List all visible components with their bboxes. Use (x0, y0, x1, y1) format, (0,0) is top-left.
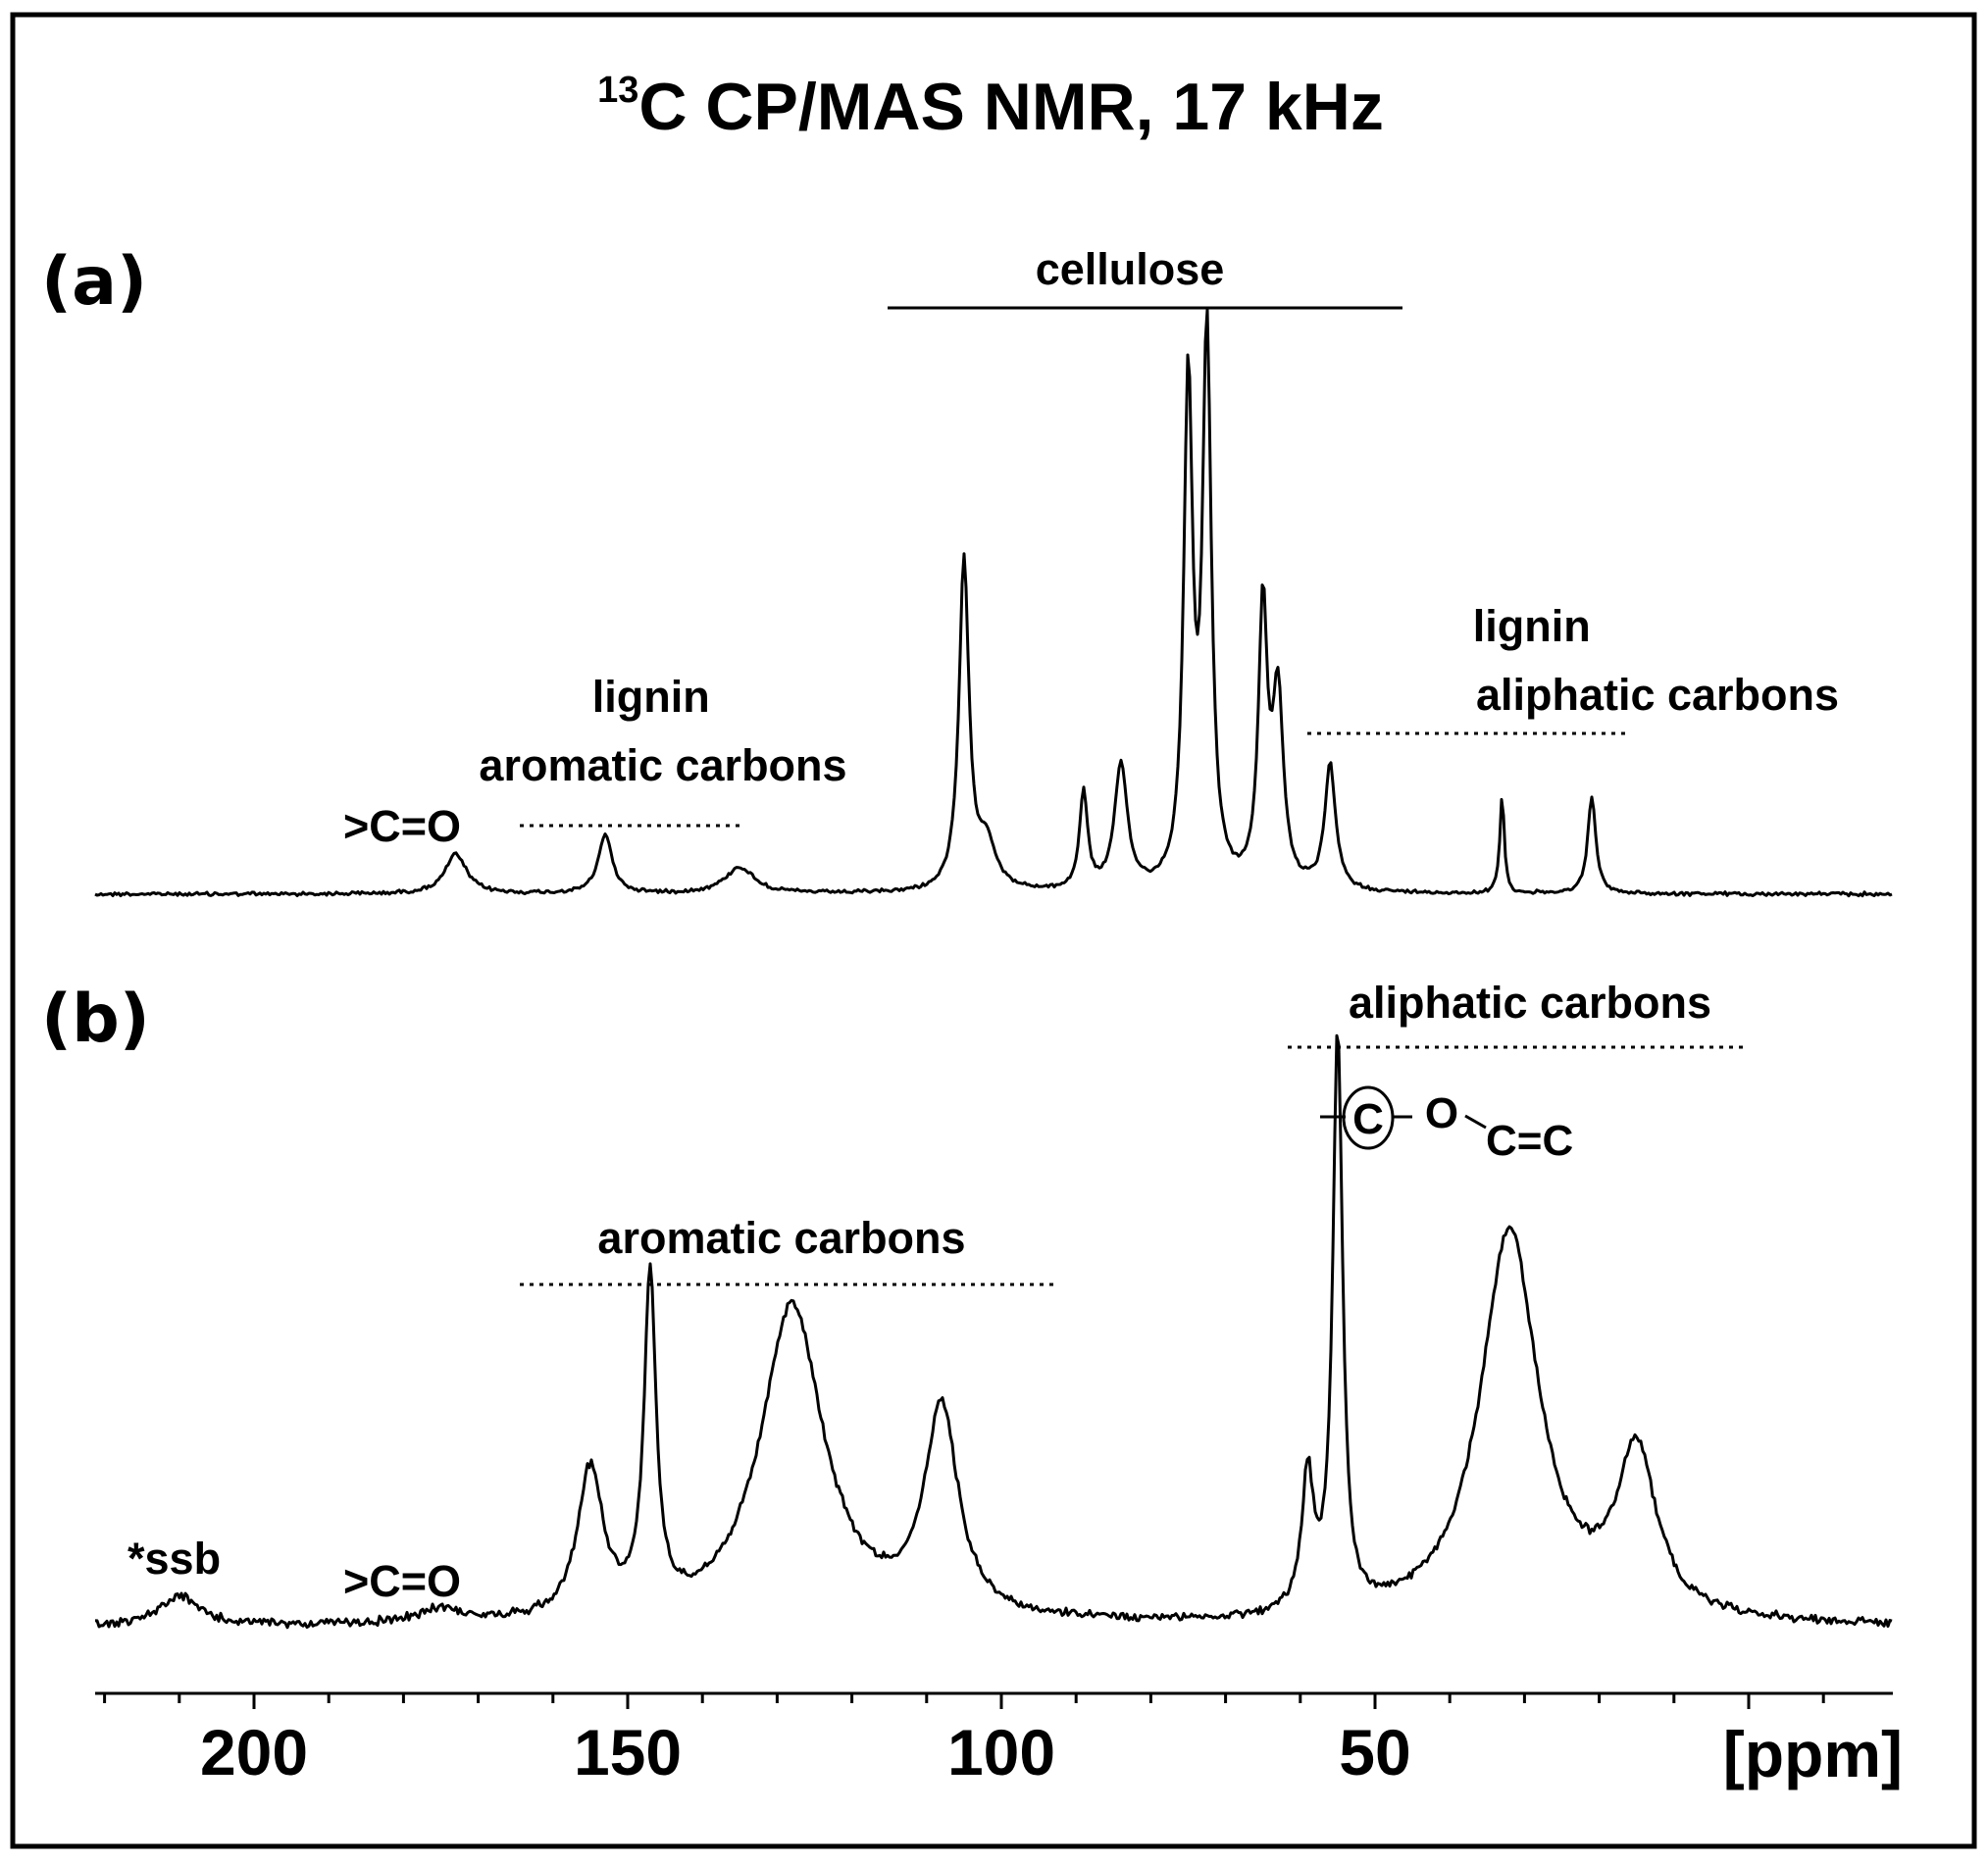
spectrum-b-trace (95, 1033, 1893, 1630)
x-axis-unit-label: [ppm] (1723, 1718, 1903, 1790)
annotation-lignin-aromatic-line1: lignin (592, 672, 710, 722)
bond-o-c (1464, 1114, 1487, 1130)
structure-alkene: C=C (1486, 1117, 1573, 1165)
x-axis: 200 150 100 50 (95, 1691, 1893, 1788)
annotation-carbonyl-b: >C=O (343, 1556, 461, 1606)
highlight-circle (1342, 1085, 1395, 1150)
panel-label-b: (b) (41, 981, 150, 1058)
annotation-lignin-aliphatic-line1: lignin (1473, 601, 1591, 651)
annotation-lignin-aromatic: lignin aromatic carbons (479, 672, 846, 790)
title-main: C CP/MAS NMR, 17 kHz (638, 70, 1383, 144)
figure-border (10, 12, 1977, 1849)
annotation-ssb: *ssb (127, 1534, 221, 1584)
chart-title: 13C CP/MAS NMR, 17 kHz (597, 70, 1384, 144)
panel-label-a: (a) (41, 243, 147, 321)
x-tick-label: 200 (200, 1716, 308, 1788)
annotation-lignin-aliphatic-line2: aliphatic carbons (1476, 670, 1839, 720)
x-tick-label: 150 (574, 1716, 682, 1788)
structure-carbon: C (1352, 1095, 1384, 1143)
title-superscript: 13 (597, 70, 638, 111)
annotation-cellulose: cellulose (1036, 244, 1225, 294)
annotation-carbonyl-a: >C=O (343, 801, 461, 851)
x-tick-label: 100 (947, 1716, 1055, 1788)
annotation-aliphatic-carbons: aliphatic carbons (1349, 978, 1711, 1028)
structure-oxygen: O (1425, 1089, 1458, 1137)
annotation-lignin-aromatic-line2: aromatic carbons (479, 740, 846, 790)
annotation-lignin-aliphatic: lignin aliphatic carbons (1473, 601, 1839, 720)
spectrum-a-trace (94, 308, 1893, 898)
x-tick-label: 50 (1339, 1716, 1410, 1788)
ester-structure-fragment: C O C=C (1320, 1085, 1573, 1165)
annotation-aromatic-carbons: aromatic carbons (597, 1213, 965, 1263)
